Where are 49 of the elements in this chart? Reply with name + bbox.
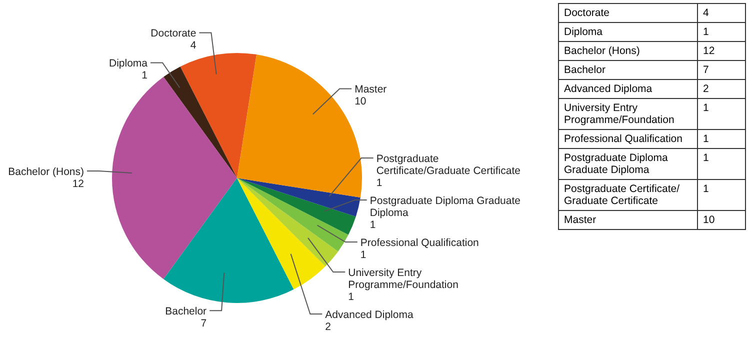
category-label: Postgraduate Diploma Graduate Diploma <box>558 148 698 180</box>
pie-slice <box>164 178 294 303</box>
slice-label: Diploma <box>108 58 148 70</box>
pie-slice <box>237 178 360 217</box>
category-label: Master <box>558 210 698 230</box>
data-label: 1 <box>698 98 746 130</box>
pie-slice <box>237 178 348 252</box>
category-label: University Entry Programme/Foundation <box>558 98 698 130</box>
data-label: 12 <box>72 178 84 190</box>
data-label: 12 <box>698 42 746 60</box>
data-label: 1 <box>142 70 148 82</box>
data-label: 4 <box>190 40 196 52</box>
data-label: 2 <box>325 321 332 333</box>
data-label: 1 <box>698 22 746 42</box>
data-label: 7 <box>698 60 746 80</box>
pie-slice <box>180 53 257 178</box>
data-label: 4 <box>698 4 746 22</box>
data-label: 10 <box>354 96 366 108</box>
pie-slice <box>112 76 237 280</box>
category-label: Doctorate <box>558 4 698 22</box>
category-label: Diploma <box>558 22 698 42</box>
pie-slice <box>237 178 356 235</box>
data-label: 1 <box>348 291 354 303</box>
category-label: Bachelor (Hons) <box>558 42 698 60</box>
data-label: 1 <box>698 130 746 148</box>
category-label: Bachelor <box>558 60 698 80</box>
slice-label: University Entry Programme/Foundation <box>348 267 459 291</box>
slice-label: Professional Qualification <box>360 237 480 249</box>
slice-label: Postgraduate Diploma Graduate Diploma <box>370 195 521 219</box>
data-label: 1 <box>360 249 366 261</box>
category-label: Advanced Diploma <box>558 80 698 98</box>
data-label: 1 <box>376 177 382 189</box>
slice-label: Master <box>354 84 388 96</box>
pie-slice <box>164 66 237 178</box>
data-label: 1 <box>698 180 746 210</box>
data-label: 7 <box>200 318 207 330</box>
data-label: 1 <box>370 219 376 231</box>
data-label: 10 <box>698 210 746 230</box>
slice-label: Bachelor <box>165 306 208 318</box>
category-label: Postgraduate Certificate/ Graduate Certificate <box>558 180 698 210</box>
data-label: 1 <box>698 148 746 180</box>
category-label: Professional Qualification <box>558 130 698 148</box>
pie-slice <box>237 178 338 266</box>
slice-label: Doctorate <box>150 28 196 40</box>
pie-slice <box>237 178 326 290</box>
data-label: 2 <box>698 80 746 98</box>
slice-label: Bachelor (Hons) <box>8 166 84 178</box>
slice-label: Postgraduate Certificate/Graduate Certificate <box>376 153 521 177</box>
slice-label: Advanced Diploma <box>325 309 414 321</box>
